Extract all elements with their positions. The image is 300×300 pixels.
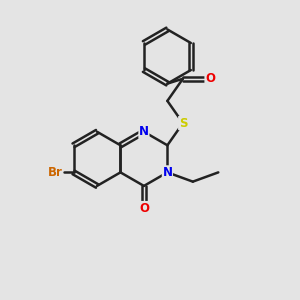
Text: N: N — [162, 166, 172, 179]
Text: N: N — [139, 125, 149, 138]
Text: O: O — [205, 72, 215, 85]
Text: Br: Br — [48, 166, 62, 179]
Text: O: O — [139, 202, 149, 214]
Text: S: S — [179, 117, 187, 130]
